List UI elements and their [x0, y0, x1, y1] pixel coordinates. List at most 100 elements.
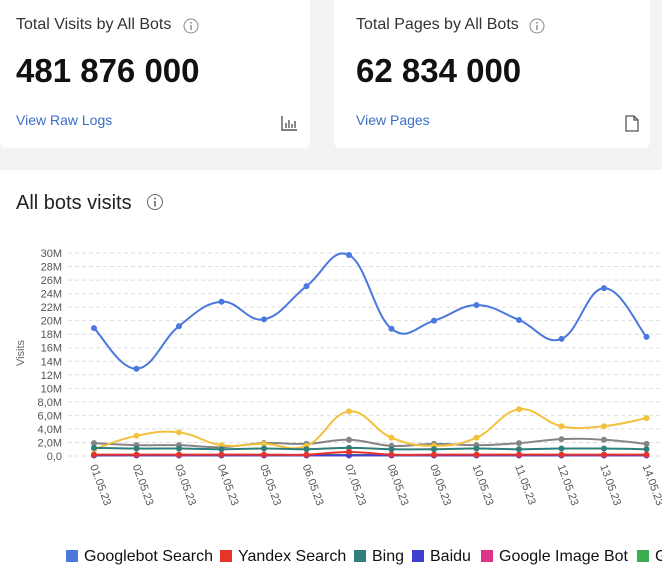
legend-label[interactable]: Baidu — [430, 548, 471, 565]
x-tick-label: 02.05.23 — [130, 463, 156, 507]
data-point — [91, 444, 97, 451]
x-tick-label: 09.05.23 — [427, 463, 453, 507]
series-line — [93, 408, 647, 451]
data-point — [176, 445, 182, 452]
x-tick-label: 03.05.23 — [172, 463, 198, 507]
info-icon[interactable] — [529, 18, 545, 34]
x-tick-label: 01.05.23 — [87, 463, 113, 507]
series-line — [93, 450, 647, 456]
data-point — [303, 283, 310, 290]
legend-swatch[interactable] — [637, 550, 649, 562]
y-tick-label: 18M — [41, 329, 62, 341]
x-tick-label: 14.05.23 — [640, 463, 662, 507]
data-point — [516, 446, 522, 453]
data-point — [218, 446, 225, 453]
page-icon[interactable] — [625, 115, 639, 132]
info-icon[interactable] — [183, 18, 199, 34]
legend-swatch[interactable] — [481, 550, 493, 562]
data-point — [91, 325, 97, 332]
data-point — [473, 302, 480, 309]
data-point — [473, 434, 480, 441]
x-tick-label: 06.05.23 — [300, 463, 326, 507]
y-tick-label: 10M — [41, 383, 62, 395]
y-tick-label: 20M — [41, 316, 62, 328]
y-tick-label: 24M — [41, 289, 62, 301]
data-point — [643, 451, 650, 458]
legend-label[interactable]: G — [655, 548, 662, 565]
y-tick-label: 0,0 — [47, 451, 62, 463]
legend-label[interactable]: Google Image Bot — [499, 548, 629, 565]
data-point — [643, 440, 650, 447]
y-tick-label: 26M — [41, 275, 62, 287]
y-tick-label: 12M — [41, 370, 62, 382]
legend-swatch[interactable] — [354, 550, 366, 562]
data-point — [176, 323, 182, 330]
data-point — [643, 333, 650, 340]
data-point — [431, 446, 437, 453]
data-point — [558, 335, 565, 342]
data-point — [133, 445, 140, 452]
data-point — [218, 451, 225, 458]
data-point — [218, 298, 225, 305]
data-point — [516, 406, 522, 413]
data-point — [516, 440, 522, 447]
x-tick-label: 07.05.23 — [342, 463, 368, 507]
pages-card: Total Pages by All Bots 62 834 000 View … — [334, 0, 650, 148]
legend-swatch[interactable] — [220, 550, 232, 562]
data-point — [261, 451, 267, 458]
y-tick-label: 14M — [41, 356, 62, 368]
x-tick-label: 11.05.23 — [512, 463, 538, 507]
data-point — [261, 316, 267, 323]
chart-icon[interactable] — [281, 115, 298, 131]
data-point — [601, 285, 607, 292]
legend-label[interactable]: Yandex Search — [238, 548, 346, 565]
info-icon[interactable] — [146, 193, 164, 211]
legend-swatch[interactable] — [412, 550, 424, 562]
y-tick-label: 4,0M — [38, 424, 62, 436]
data-point — [516, 451, 522, 458]
data-point — [176, 429, 182, 436]
card-title: Total Pages by All Bots — [356, 16, 519, 33]
data-point — [558, 445, 565, 452]
data-point — [558, 423, 565, 430]
legend-swatch[interactable] — [66, 550, 78, 562]
data-point — [303, 451, 310, 458]
data-point — [601, 451, 607, 458]
x-tick-label: 10.05.23 — [470, 463, 496, 507]
y-tick-label: 30M — [41, 248, 62, 260]
data-point — [431, 317, 437, 324]
data-point — [388, 434, 395, 441]
data-point — [261, 445, 267, 452]
y-tick-label: 22M — [41, 302, 62, 314]
legend-label[interactable]: Googlebot Search — [84, 548, 213, 565]
card-link[interactable]: View Pages — [356, 112, 430, 128]
data-point — [601, 423, 607, 430]
data-point — [388, 451, 395, 458]
data-point — [91, 451, 97, 458]
series-line — [93, 446, 647, 451]
data-point — [303, 446, 310, 453]
data-point — [388, 325, 395, 332]
card-link[interactable]: View Raw Logs — [16, 112, 113, 128]
data-point — [558, 436, 565, 443]
data-point — [133, 365, 140, 372]
data-point — [91, 440, 97, 447]
data-point — [133, 451, 140, 458]
x-tick-label: 12.05.23 — [555, 463, 581, 507]
legend-label[interactable]: Bing — [372, 548, 404, 565]
data-point — [346, 252, 352, 259]
data-point — [346, 436, 352, 443]
data-point — [601, 436, 607, 443]
section-title: All bots visits — [16, 192, 132, 214]
card-title: Total Visits by All Bots — [16, 16, 172, 33]
data-point — [643, 446, 650, 453]
y-tick-label: 6,0M — [38, 410, 62, 422]
y-tick-label: 28M — [41, 262, 62, 274]
x-tick-label: 05.05.23 — [257, 463, 283, 507]
card-value: 481 876 000 — [16, 52, 200, 89]
data-point — [176, 451, 182, 458]
data-point — [473, 445, 480, 452]
x-tick-label: 04.05.23 — [215, 463, 241, 507]
